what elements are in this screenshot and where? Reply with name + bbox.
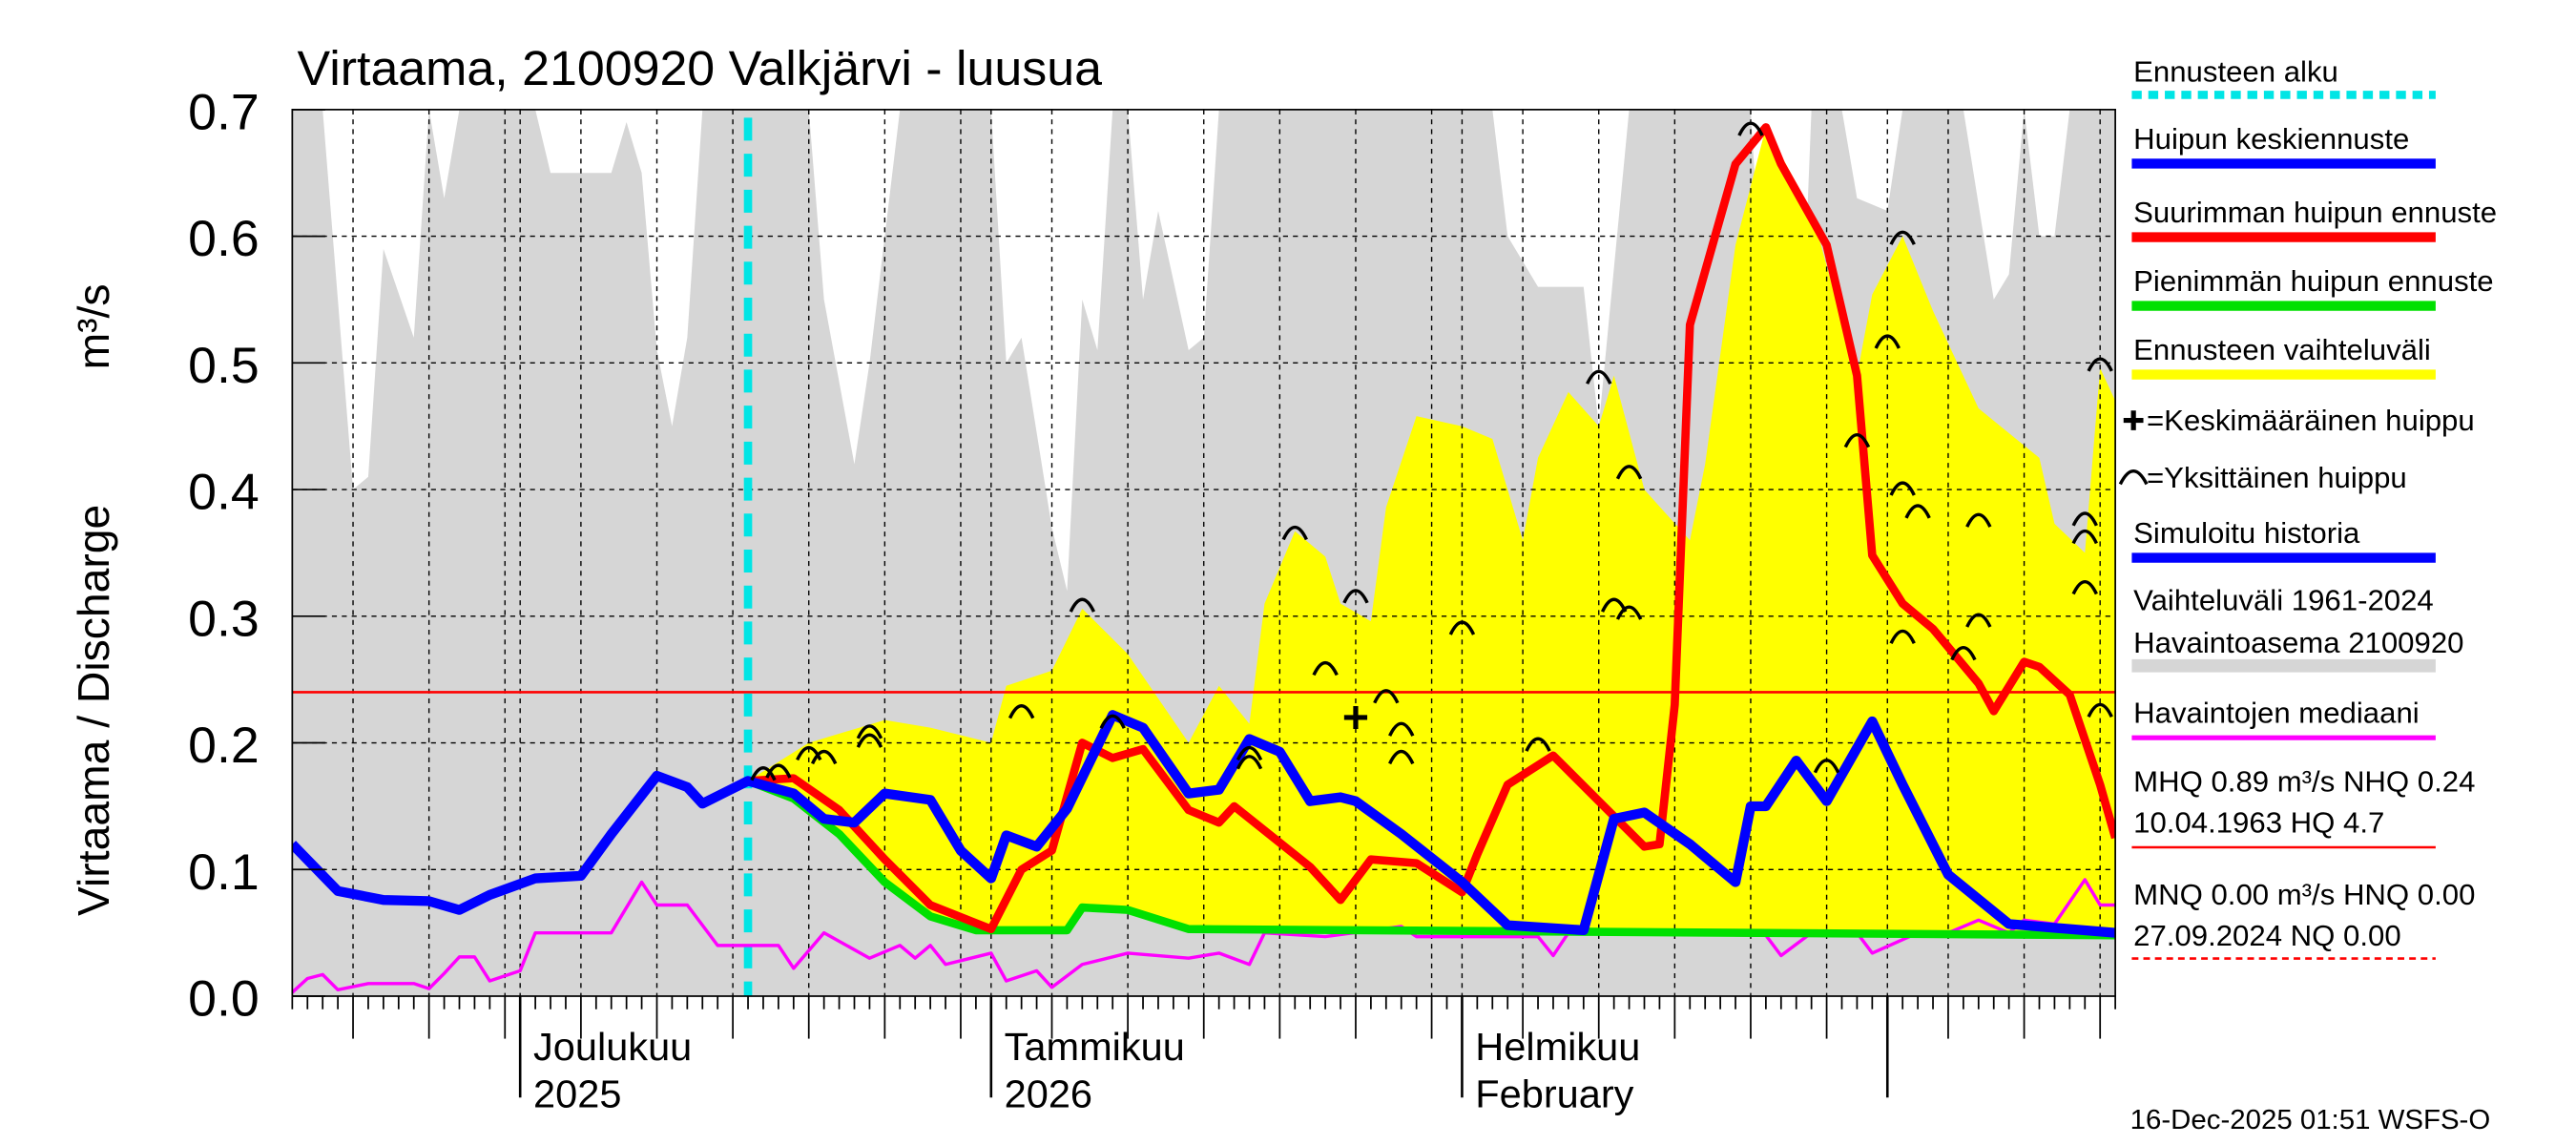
legend-mhq: MHQ 0.89 m³/s NHQ 0.24 — [2133, 765, 2475, 799]
median-line — [292, 878, 2116, 994]
y-tick-label: 0.5 — [188, 338, 260, 394]
individual-peak-marker — [1069, 597, 1096, 613]
legend-forecast-start: Ennusteen alku — [2133, 55, 2338, 89]
y-tick-label: 0.0 — [188, 971, 260, 1028]
individual-peak-marker — [765, 763, 792, 779]
y-axis-label: Virtaama / Discharge — [69, 505, 118, 916]
legend-individual-peak: =Yksittäinen huippu — [2147, 461, 2407, 494]
individual-peak-marker — [1342, 589, 1369, 604]
individual-peak-marker — [1236, 755, 1263, 770]
individual-peak-marker — [1312, 660, 1339, 677]
individual-peak-marker — [1843, 433, 1871, 448]
individual-peak-marker — [1965, 613, 1992, 628]
individual-peak-marker — [750, 766, 777, 781]
month-year-label: February — [1475, 1072, 1633, 1116]
individual-peak-marker — [1586, 369, 1612, 385]
month-year-label: 2026 — [1005, 1072, 1092, 1116]
mean-peak-marker — [1343, 705, 1368, 729]
individual-peak-marker — [1950, 646, 1977, 661]
month-year-label: 2025 — [533, 1072, 621, 1116]
plot-frame — [291, 109, 2116, 997]
month-label: Helmikuu — [1475, 1025, 1640, 1069]
individual-peak-marker — [1448, 620, 1476, 635]
legend-max-forecast: Suurimman huipun ennuste — [2133, 196, 2497, 229]
individual-peak-marker — [1615, 465, 1643, 480]
individual-peak-marker — [1388, 749, 1415, 765]
legend-mnq: MNQ 0.00 m³/s HNQ 0.00 — [2133, 878, 2475, 911]
legend-individual-peak-icon — [2118, 469, 2149, 486]
legend-station: Havaintoasema 2100920 — [2133, 626, 2463, 659]
individual-peak-marker — [810, 749, 838, 765]
max-forecast-line — [747, 123, 2116, 933]
individual-peak-marker — [1737, 121, 1764, 136]
plot-content — [292, 109, 2116, 996]
mean-forecast-line — [292, 710, 2116, 938]
y-tick-label: 0.7 — [188, 85, 260, 141]
individual-peak-marker — [1373, 689, 1400, 704]
individual-peak-marker — [856, 733, 883, 748]
y-tick-label: 0.6 — [188, 211, 260, 267]
individual-peak-marker — [856, 724, 883, 739]
legend: Ennusteen alku Huipun keskiennuste Suuri… — [2118, 55, 2497, 960]
individual-peak-marker — [1236, 745, 1263, 761]
forecast-range-area — [748, 127, 2116, 936]
month-label: Joulukuu — [533, 1025, 692, 1069]
individual-peak-marker — [1525, 737, 1551, 752]
individual-peak-marker — [1889, 629, 1916, 645]
timestamp-footer: 16-Dec-2025 01:51 WSFS-O — [2130, 1104, 2491, 1135]
legend-hq: 10.04.1963 HQ 4.7 — [2133, 806, 2384, 840]
individual-peak-marker — [1281, 525, 1308, 541]
individual-peak-marker — [1889, 230, 1916, 245]
y-tick-label: 0.3 — [188, 592, 260, 648]
legend-mean-peak: =Keskimääräinen huippu — [2147, 404, 2475, 437]
individual-peak-marker — [2087, 702, 2113, 718]
individual-peak-marker — [1874, 334, 1901, 349]
y-tick-label: 0.1 — [188, 844, 260, 901]
individual-peak-marker — [1889, 481, 1916, 496]
individual-peak-marker — [2071, 511, 2098, 527]
individual-peak-marker — [1008, 704, 1035, 719]
individual-peak-marker — [1813, 759, 1840, 774]
legend-mean-forecast: Huipun keskiennuste — [2133, 122, 2409, 156]
legend-range-period: Vaihteluväli 1961-2024 — [2133, 584, 2434, 617]
individual-peak-marker — [1099, 714, 1126, 729]
individual-peak-marker — [2071, 529, 2098, 545]
legend-mean-peak-icon — [2123, 410, 2144, 430]
individual-peak-marker — [2087, 357, 2113, 372]
y-tick-label: 0.2 — [188, 718, 260, 774]
chart-title: Virtaama, 2100920 Valkjärvi - luusua — [298, 40, 1103, 95]
y-axis-unit: m³/s — [69, 283, 118, 369]
individual-peak-marker — [1388, 721, 1415, 737]
legend-nq: 27.09.2024 NQ 0.00 — [2133, 919, 2401, 952]
individual-peak-marker — [1615, 605, 1643, 620]
y-tick-label: 0.4 — [188, 465, 260, 521]
legend-history: Simuloitu historia — [2133, 516, 2360, 550]
legend-min-forecast: Pienimmän huipun ennuste — [2133, 264, 2493, 298]
individual-peak-marker — [2071, 579, 2098, 595]
legend-forecast-range: Ennusteen vaihteluväli — [2133, 333, 2431, 366]
individual-peak-marker — [1904, 504, 1931, 519]
individual-peak-marker — [1965, 512, 1992, 528]
plot-area — [291, 109, 2116, 1098]
month-label: Tammikuu — [1005, 1025, 1185, 1069]
legend-median: Havaintojen mediaani — [2133, 697, 2420, 730]
